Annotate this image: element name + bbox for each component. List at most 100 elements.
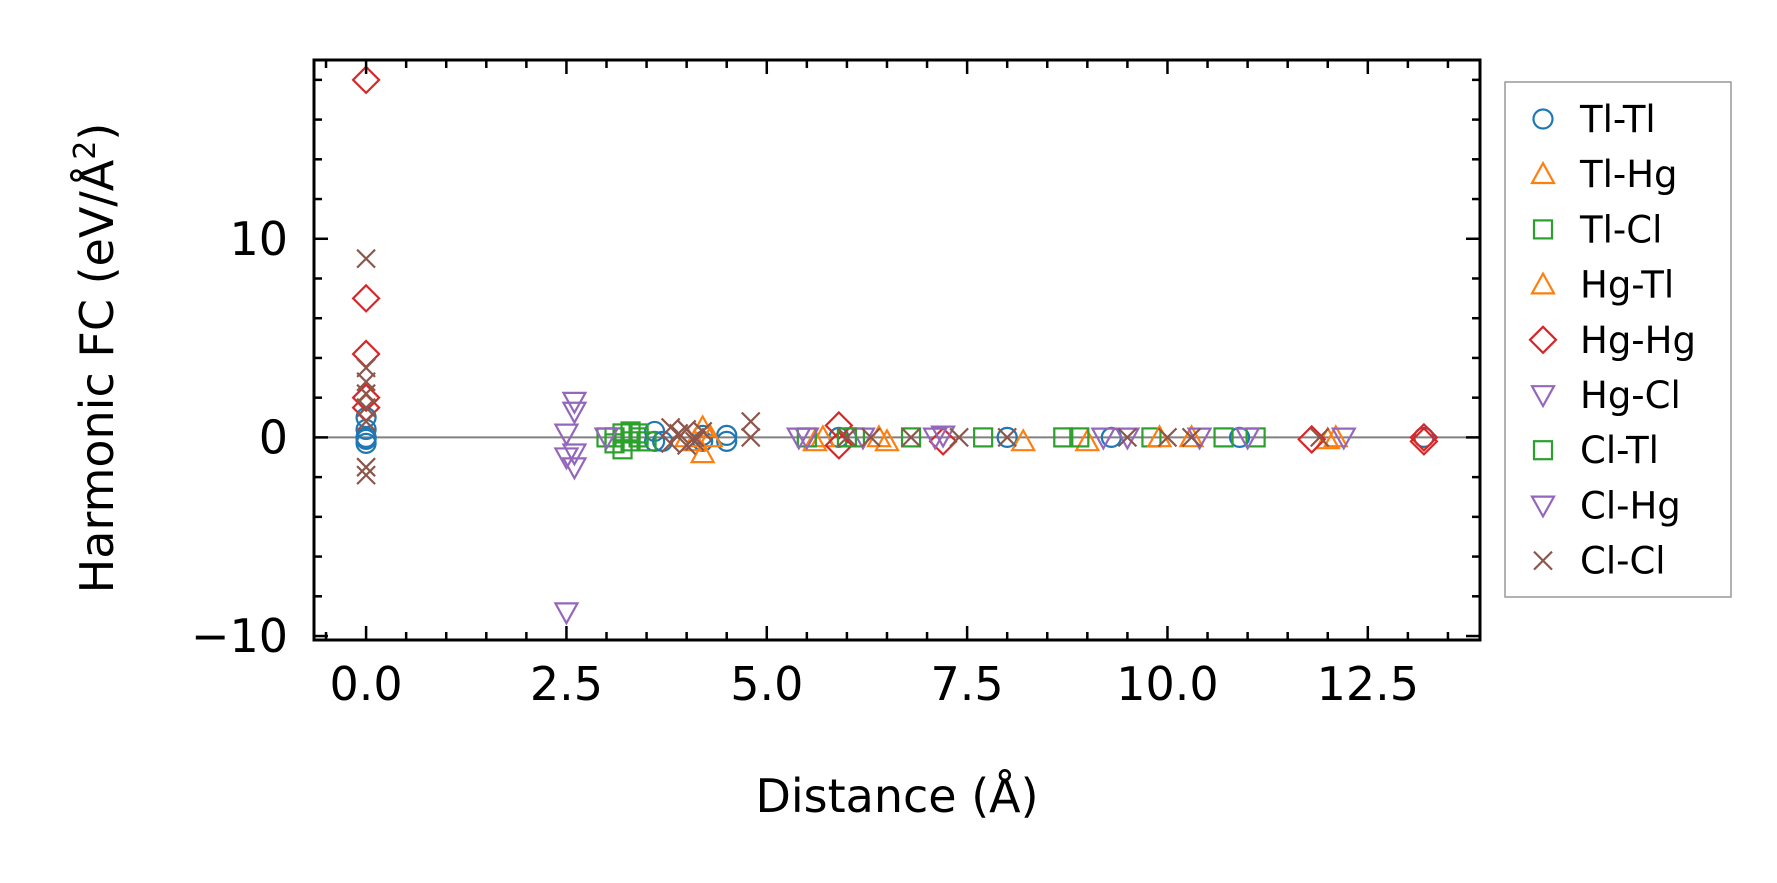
- y-axis-title-superscript: 2: [68, 141, 103, 160]
- data-point: [356, 358, 376, 378]
- data-point: [901, 427, 921, 448]
- legend-label: Tl-Tl: [1579, 98, 1656, 141]
- y-axis-title-main: Harmonic FC (eV/Å: [70, 159, 124, 593]
- legend-marker: [1532, 219, 1554, 240]
- data-point: [351, 283, 381, 313]
- tick-labels: 0.0 2.5 5.0 7.5 10.0 12.5 −10 0 10: [191, 212, 1419, 711]
- legend-item: Cl-Cl: [1533, 540, 1666, 583]
- legend-label: Cl-Tl: [1580, 429, 1659, 472]
- y-tick-label: 0: [259, 410, 288, 464]
- data-point: [949, 427, 969, 448]
- data-point: [684, 427, 705, 448]
- y-tick-label: 10: [229, 212, 288, 266]
- legend-marker: [1530, 271, 1556, 295]
- data-point: [1053, 427, 1074, 448]
- x-tick-label: 7.5: [931, 657, 1004, 711]
- legend-marker: [1530, 385, 1556, 409]
- data-point: [1114, 427, 1141, 451]
- series-cl-hg: [553, 425, 1357, 471]
- data-point: [553, 447, 580, 471]
- data-point: [1178, 424, 1205, 448]
- data-point: [1069, 427, 1090, 448]
- legend-item: Cl-Tl: [1532, 429, 1659, 472]
- data-point: [900, 427, 922, 448]
- data-point: [997, 427, 1017, 448]
- legend-marker: [1530, 160, 1556, 185]
- axis-ticks: [314, 60, 1480, 640]
- data-point: [861, 427, 881, 448]
- data-point: [874, 428, 900, 452]
- data-point: [824, 430, 854, 460]
- data-point: [1117, 427, 1138, 448]
- data-point: [553, 423, 580, 447]
- data-point: [1409, 422, 1439, 452]
- data-point: [1090, 427, 1117, 451]
- data-point: [356, 383, 376, 404]
- legend-label: Cl-Hg: [1580, 484, 1681, 527]
- data-point: [697, 424, 724, 448]
- legend-item: Hg-Tl: [1530, 264, 1674, 307]
- data-point: [561, 457, 588, 481]
- legend-box: [1504, 81, 1732, 598]
- series-cl-cl: [356, 248, 1330, 485]
- data-point: [922, 427, 948, 451]
- legend-label: Cl-Cl: [1580, 540, 1666, 583]
- legend-item: Tl-Tl: [1532, 98, 1656, 141]
- data-point: [793, 427, 820, 451]
- data-point: [660, 417, 681, 438]
- data-point: [928, 426, 958, 456]
- data-point: [836, 427, 858, 448]
- data-point: [740, 411, 761, 432]
- legend-marker: [1530, 495, 1556, 519]
- data-point: [356, 248, 376, 269]
- x-tick-label: 0.0: [330, 657, 403, 711]
- data-point: [1322, 424, 1349, 448]
- data-point: [1074, 428, 1101, 452]
- data-point: [1234, 427, 1261, 451]
- data-point: [1010, 428, 1037, 452]
- data-points: [351, 65, 1439, 626]
- x-tick-label: 2.5: [530, 657, 603, 711]
- y-axis-title: Harmonic FC (eV/Å2): [68, 123, 124, 594]
- data-point: [692, 421, 713, 442]
- legend-label: Hg-Cl: [1580, 374, 1681, 417]
- x-axis-title: Distance (Å): [755, 769, 1038, 823]
- legend-item: Cl-Hg: [1530, 484, 1681, 527]
- data-point: [356, 411, 376, 432]
- data-point: [355, 428, 377, 450]
- legend: Tl-Tl Tl-Hg Tl-Cl Hg-Tl Hg-Hg Hg-Cl Cl-Tl Cl-Hg…: [1504, 81, 1732, 598]
- data-point: [740, 427, 761, 448]
- y-tick-label: −10: [191, 609, 288, 663]
- series-hg-hg: [351, 65, 1439, 460]
- data-point: [684, 431, 705, 452]
- legend-item: Hg-Cl: [1530, 374, 1681, 417]
- data-point: [593, 427, 620, 451]
- legend-marker: [1528, 325, 1558, 355]
- data-point: [1181, 427, 1202, 448]
- data-point: [689, 440, 716, 464]
- x-tick-label: 10.0: [1116, 657, 1218, 711]
- data-point: [356, 397, 376, 418]
- data-point: [1330, 427, 1357, 451]
- x-tick-label: 5.0: [730, 657, 803, 711]
- data-point: [356, 457, 376, 477]
- x-tick-label: 12.5: [1317, 657, 1419, 711]
- plot-area-frame: [312, 58, 1482, 642]
- data-point: [1297, 424, 1327, 454]
- series-tl-hg: [681, 414, 1341, 464]
- data-point: [801, 428, 828, 452]
- data-point: [553, 602, 580, 626]
- data-point: [351, 65, 381, 95]
- legend-item: Tl-Cl: [1532, 208, 1662, 251]
- legend-label: Tl-Hg: [1579, 153, 1678, 196]
- data-point: [1157, 427, 1178, 448]
- legend-label: Hg-Tl: [1580, 264, 1674, 307]
- legend-marker: [1532, 440, 1554, 461]
- data-point: [1309, 427, 1330, 448]
- data-point: [1409, 426, 1439, 456]
- data-point: [810, 424, 836, 448]
- y-axis-title-end: ): [70, 123, 124, 141]
- data-point: [351, 383, 381, 413]
- data-point: [561, 443, 588, 467]
